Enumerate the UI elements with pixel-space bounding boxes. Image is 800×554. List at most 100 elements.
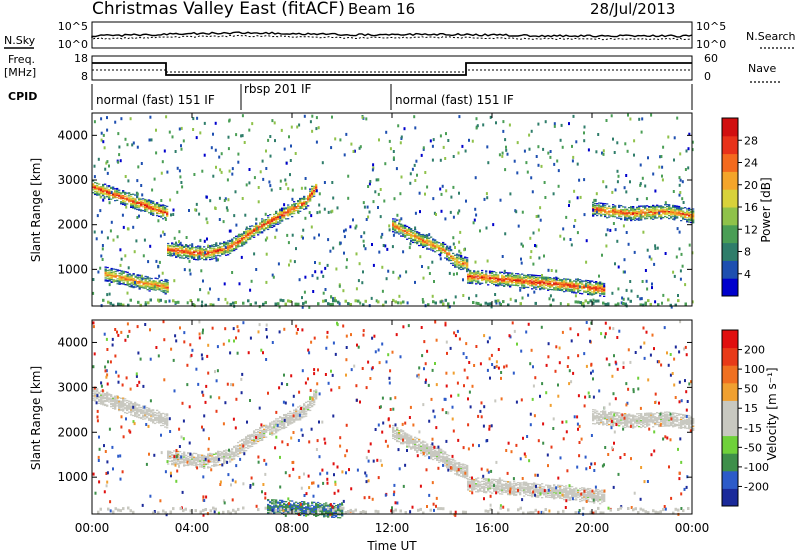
- rti-cell: [106, 279, 109, 281]
- rti-cell: [608, 207, 611, 209]
- rti-cell: [462, 257, 465, 259]
- rti-cell: [223, 282, 226, 286]
- rti-cell: [597, 292, 600, 294]
- rti-cell: [670, 305, 673, 309]
- rti-cell: [235, 223, 238, 227]
- rti-cell: [215, 453, 218, 455]
- rti-cell: [146, 283, 149, 285]
- rti-cell: [313, 192, 316, 194]
- rti-cell: [291, 211, 294, 213]
- rti-cell: [257, 434, 260, 437]
- rti-cell: [359, 301, 362, 305]
- rti-cell: [629, 180, 631, 184]
- rti-cell: [581, 286, 584, 288]
- rti-cell: [108, 393, 111, 395]
- rti-cell: [672, 270, 675, 274]
- rti-cell: [445, 132, 447, 136]
- rti-cell: [241, 233, 244, 235]
- rti-cell: [289, 210, 292, 212]
- rti-cell: [531, 277, 534, 279]
- rti-cell: [485, 278, 488, 280]
- rti-cell: [158, 274, 161, 278]
- rti-cell: [266, 236, 269, 240]
- rti-cell: [166, 423, 169, 425]
- rti-cell: [599, 295, 602, 297]
- rti-cell: [94, 193, 97, 196]
- rti-cell: [563, 278, 566, 280]
- rti-cell: [439, 158, 442, 162]
- rti-cell: [458, 254, 461, 256]
- rti-cell: [158, 282, 161, 284]
- rti-cell: [406, 234, 409, 236]
- rti-cell: [672, 204, 675, 207]
- rti-cell: [237, 449, 240, 452]
- rti-cell: [394, 225, 397, 227]
- rti-cell: [175, 249, 178, 251]
- rti-cell: [217, 245, 220, 247]
- rti-cell: [265, 224, 268, 226]
- rti-cell: [547, 281, 550, 283]
- rti-cell: [519, 287, 522, 289]
- rti-cell: [100, 192, 103, 194]
- rti-cell: [531, 288, 534, 290]
- rti-cell: [146, 199, 149, 201]
- rti-cell: [448, 250, 451, 252]
- rti-cell: [197, 298, 200, 302]
- rti-cell: [126, 279, 129, 281]
- rti-cell: [118, 276, 121, 278]
- rti-cell: [315, 116, 318, 120]
- rti-cell: [670, 210, 673, 212]
- rti-cell: [620, 217, 623, 220]
- rti-cell: [144, 205, 147, 208]
- rti-cell: [632, 207, 635, 209]
- rti-cell: [489, 276, 492, 278]
- rti-cell: [442, 241, 445, 244]
- rti-cell: [666, 213, 669, 216]
- rti-cell: [357, 299, 360, 303]
- rti-cell: [102, 186, 105, 189]
- rti-cell: [422, 146, 425, 150]
- rti-cell: [179, 255, 182, 257]
- rti-cell: [234, 190, 237, 194]
- rti-cell: [225, 243, 228, 246]
- rti-cell: [503, 284, 506, 286]
- rti-cell: [209, 455, 212, 458]
- rti-cell: [229, 458, 232, 460]
- rti-cell: [265, 280, 268, 284]
- rti-cell: [116, 190, 119, 193]
- rti-cell: [193, 461, 196, 463]
- rti-cell: [164, 290, 167, 292]
- rti-cell: [436, 247, 439, 249]
- rti-cell: [583, 139, 586, 143]
- rti-cell: [187, 250, 190, 252]
- rti-cell: [143, 238, 146, 242]
- rti-cell: [515, 284, 518, 287]
- rti-cell: [104, 277, 107, 279]
- rti-cell: [481, 272, 484, 275]
- rti-cell: [677, 294, 679, 297]
- rti-cell: [654, 300, 657, 304]
- rti-cell: [156, 414, 159, 416]
- rti-cell: [223, 245, 226, 247]
- rti-cell: [140, 281, 143, 284]
- rti-cell: [160, 284, 163, 286]
- rti-cell: [583, 285, 586, 287]
- rti-cell: [523, 274, 526, 276]
- rti-cell: [565, 282, 568, 284]
- rti-cell: [144, 414, 147, 416]
- rti-cell: [422, 240, 425, 243]
- rti-cell: [110, 276, 113, 278]
- rti-cell: [424, 171, 427, 174]
- rti-cell: [164, 288, 167, 290]
- rti-cell: [676, 211, 679, 213]
- rti-cell: [193, 256, 196, 259]
- rti-cell: [424, 236, 427, 239]
- rti-cell: [237, 448, 240, 451]
- rti-cell: [289, 211, 292, 213]
- rti-cell: [158, 209, 161, 212]
- rti-cell: [154, 281, 157, 283]
- rti-cell: [555, 289, 558, 291]
- rti-cell: [181, 458, 184, 460]
- rti-cell: [200, 269, 203, 273]
- rti-cell: [420, 237, 423, 239]
